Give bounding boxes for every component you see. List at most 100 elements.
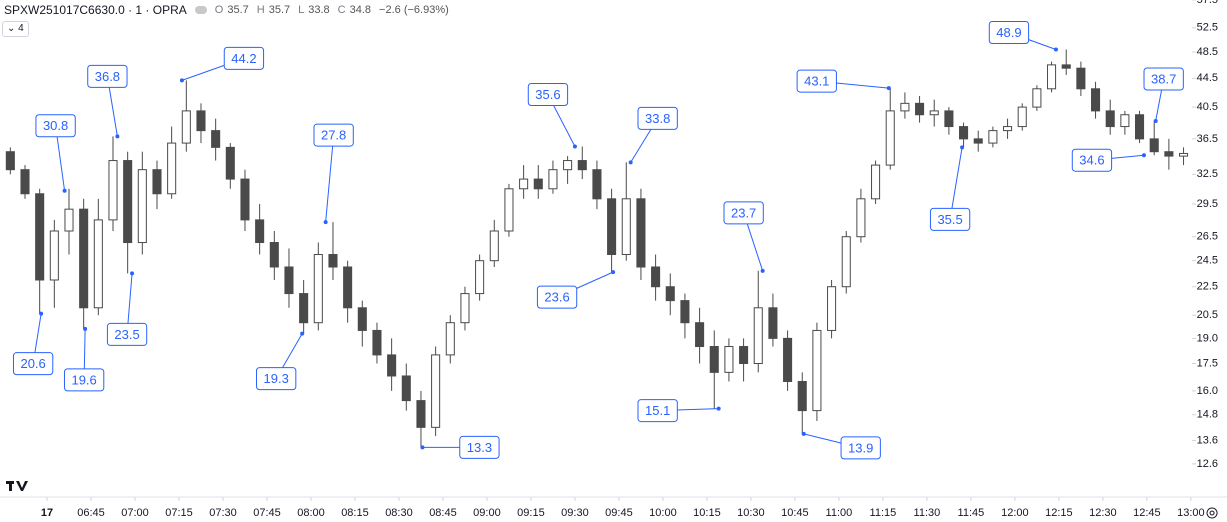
- candle-body: [5, 151, 15, 171]
- candle-body: [973, 138, 983, 144]
- candle-body: [577, 160, 587, 171]
- candle-body: [724, 346, 734, 373]
- candle-body: [915, 102, 925, 116]
- annotation-point: [960, 145, 965, 150]
- annotation-box: [723, 201, 764, 225]
- candle-body: [1164, 151, 1174, 157]
- high: 35.7: [268, 4, 291, 16]
- annotation-label: 38.7: [1151, 71, 1176, 86]
- annotation-point: [1053, 47, 1058, 52]
- candle-body: [607, 198, 617, 256]
- annotation-box: [527, 83, 569, 107]
- indicator-count: 4: [18, 23, 24, 34]
- x-tick-label: 07:15: [165, 507, 193, 519]
- open: 35.7: [227, 4, 249, 16]
- annotation-label: 43.1: [804, 74, 829, 89]
- candle-body: [651, 266, 661, 288]
- candle-body: [269, 242, 279, 268]
- annotation-box: [223, 46, 265, 70]
- candle-body: [944, 110, 954, 128]
- candle-body: [856, 198, 866, 238]
- c-label: C: [337, 4, 346, 16]
- y-tick-label: 19.0: [1197, 332, 1218, 344]
- candle-body: [1047, 64, 1057, 90]
- y-tick-label: 26.5: [1197, 231, 1218, 243]
- x-tick-label: 09:00: [473, 507, 501, 519]
- candle-body: [357, 307, 367, 331]
- candle-body: [871, 164, 881, 200]
- annotation-label: 13.3: [467, 440, 492, 455]
- candle-body: [255, 219, 265, 244]
- close: 34.8: [349, 4, 372, 16]
- candle-body: [1149, 138, 1159, 153]
- y-tick-label: 57.5: [1197, 0, 1218, 6]
- symbol: SPXW251017C6630.0 · 1 · OPRA: [4, 3, 187, 17]
- candle-body: [79, 208, 89, 309]
- y-tick-label: 20.5: [1197, 309, 1218, 321]
- annotation-point: [83, 326, 88, 331]
- candle-body: [1105, 110, 1115, 128]
- x-tick-label: 12:45: [1133, 507, 1161, 519]
- annotation-label: 23.5: [114, 327, 139, 342]
- annotation-box: [63, 368, 105, 392]
- annotation-box: [929, 207, 971, 231]
- x-tick-label: 09:30: [561, 507, 589, 519]
- x-tick-label: 07:00: [121, 507, 149, 519]
- y-tick-label: 40.5: [1197, 101, 1218, 113]
- candle-body: [1032, 88, 1042, 108]
- y-tick-label: 52.5: [1197, 22, 1218, 34]
- annotation-label: 36.8: [95, 69, 120, 84]
- candle-body: [20, 169, 30, 195]
- candle-body: [827, 286, 837, 331]
- settings-icon[interactable]: [1206, 507, 1218, 519]
- candle-body: [64, 208, 74, 232]
- x-tick-label: 11:15: [870, 507, 897, 519]
- legend: SPXW251017C6630.0 · 1 · OPRA O 35.7 H 35.7…: [4, 3, 453, 17]
- y-tick-label: 16.0: [1197, 385, 1218, 397]
- candle-body: [636, 198, 646, 268]
- candle-body: [489, 230, 499, 262]
- candle-body: [988, 130, 998, 144]
- annotation-label: 20.6: [20, 356, 45, 371]
- x-tick-label: 08:00: [297, 507, 325, 519]
- y-tick-label: 17.5: [1197, 357, 1218, 369]
- annotation-point: [300, 331, 305, 336]
- annotation-box: [106, 322, 148, 346]
- candle-body: [1003, 126, 1013, 132]
- candle-body: [680, 300, 690, 324]
- candle-body: [563, 160, 573, 171]
- candle-body: [1061, 64, 1071, 69]
- candle-body: [181, 110, 191, 144]
- candle-body: [211, 130, 221, 148]
- candle-body: [240, 178, 250, 221]
- annotation-label: 33.8: [645, 111, 670, 126]
- y-tick-label: 14.8: [1197, 409, 1218, 421]
- annotation-box: [87, 64, 128, 88]
- candle-body: [445, 322, 455, 356]
- annotation-point: [1153, 118, 1158, 123]
- annotation-box: [1071, 148, 1113, 172]
- candle-body: [35, 193, 45, 281]
- annotation-label: 30.8: [43, 118, 68, 133]
- x-tick-label: 10:00: [649, 507, 677, 519]
- candle-body: [167, 142, 177, 195]
- indicator-toggle[interactable]: ⌄ 4: [2, 21, 29, 37]
- y-tick-label: 13.6: [1197, 434, 1218, 446]
- candle-body: [460, 293, 470, 324]
- annotation-label: 34.6: [1079, 153, 1104, 168]
- annotation-point: [130, 271, 135, 276]
- candle-body: [431, 354, 441, 428]
- annotation-box: [536, 285, 578, 309]
- candle-body: [299, 293, 309, 324]
- annotation-point: [62, 188, 67, 193]
- candle-body: [1091, 88, 1101, 112]
- annotation-point: [628, 160, 633, 165]
- annotation-label: 23.6: [544, 290, 569, 305]
- annotation-label: 19.3: [264, 371, 289, 386]
- candle-body: [196, 110, 206, 132]
- annotation-box: [256, 367, 297, 391]
- annotation-point: [760, 268, 765, 273]
- annotation-label: 15.1: [645, 403, 670, 418]
- annotation-box: [637, 399, 678, 423]
- candle-body: [93, 219, 103, 309]
